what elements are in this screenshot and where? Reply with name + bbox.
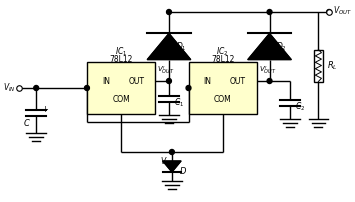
Circle shape <box>169 149 174 155</box>
Text: IC$_1$: IC$_1$ <box>115 46 127 58</box>
Text: $C_1$: $C_1$ <box>174 97 184 109</box>
Bar <box>314 49 323 81</box>
Bar <box>87 62 155 114</box>
Text: $V_{IN}$: $V_{IN}$ <box>3 82 16 94</box>
Circle shape <box>186 85 191 90</box>
Text: 78L12: 78L12 <box>109 55 133 63</box>
Text: IN: IN <box>102 77 110 86</box>
Polygon shape <box>248 33 291 60</box>
Text: $R_L$: $R_L$ <box>327 59 338 72</box>
Text: OUT: OUT <box>128 77 144 86</box>
Text: $V_{OUT}'$: $V_{OUT}'$ <box>157 65 175 77</box>
Text: IC$_2$: IC$_2$ <box>217 46 229 58</box>
Circle shape <box>34 85 39 90</box>
Text: 78L12: 78L12 <box>211 55 234 63</box>
Polygon shape <box>163 161 181 172</box>
Text: OUT: OUT <box>230 77 246 86</box>
Text: $V_{OUT}$: $V_{OUT}$ <box>333 5 352 17</box>
Text: COM: COM <box>112 95 130 104</box>
Text: $D_1$: $D_1$ <box>176 40 187 53</box>
Circle shape <box>84 85 89 90</box>
Bar <box>189 62 257 114</box>
Text: IN: IN <box>204 77 212 86</box>
Circle shape <box>166 9 171 15</box>
Text: $C$: $C$ <box>23 117 31 127</box>
Text: $V_{OUT}'$: $V_{OUT}'$ <box>259 65 276 77</box>
Circle shape <box>327 9 332 15</box>
Circle shape <box>267 79 272 83</box>
Polygon shape <box>147 33 191 60</box>
Text: COM: COM <box>214 95 231 104</box>
Text: $V_{COM}$: $V_{COM}$ <box>160 156 180 168</box>
Text: $D$: $D$ <box>179 165 187 176</box>
Circle shape <box>166 79 171 83</box>
Text: $C_2$: $C_2$ <box>295 101 305 113</box>
Circle shape <box>267 9 272 15</box>
Text: +: + <box>41 105 48 115</box>
Text: $D_2$: $D_2$ <box>277 40 287 53</box>
